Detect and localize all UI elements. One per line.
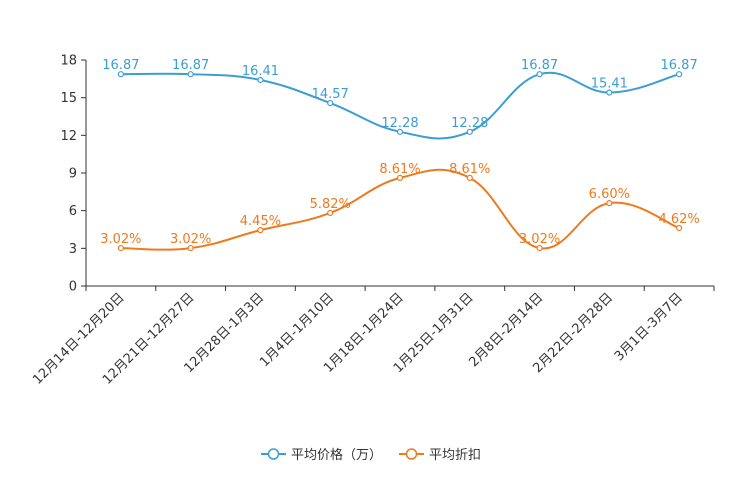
data-label: 16.87 [102, 58, 139, 73]
data-label: 12.28 [451, 116, 488, 131]
data-point[interactable] [466, 174, 473, 181]
data-label: 12.28 [381, 116, 418, 131]
data-label: 6.60% [589, 187, 630, 202]
x-tick-label: 1月4日-1月10日 [257, 290, 337, 370]
data-label: 3.02% [100, 232, 141, 247]
data-label: 8.61% [379, 162, 420, 177]
data-point[interactable] [117, 71, 124, 78]
y-tick-label: 15 [60, 91, 77, 106]
data-point[interactable] [396, 174, 404, 181]
data-label: 5.82% [310, 197, 351, 212]
data-point[interactable] [187, 71, 194, 78]
data-label: 3.02% [170, 232, 211, 247]
data-label: 16.41 [242, 64, 279, 79]
y-tick-label: 12 [60, 129, 77, 144]
data-point[interactable] [536, 244, 543, 252]
y-tick-label: 6 [69, 204, 77, 219]
data-point[interactable] [327, 99, 334, 107]
series-line-2 [120, 168, 680, 251]
data-point[interactable] [606, 200, 613, 207]
data-label: 16.87 [661, 58, 698, 73]
legend-label: 平均价格（万） [291, 447, 382, 463]
legend-marker [405, 448, 418, 460]
data-point[interactable] [117, 244, 124, 252]
data-point[interactable] [187, 244, 194, 252]
data-label: 4.62% [658, 212, 699, 227]
legend-label: 平均折扣 [429, 448, 481, 463]
data-point[interactable] [676, 224, 683, 232]
legend[interactable]: 平均价格（万） 平均折扣 [261, 447, 481, 463]
y-tick-label: 9 [69, 167, 77, 182]
y-tick-label: 3 [69, 242, 77, 257]
data-labels: 16.87 16.87 16.41 14.57 12.28 12.28 16.87 15.41… [100, 58, 700, 247]
data-label: 8.61% [449, 162, 490, 177]
data-label: 14.57 [312, 87, 349, 102]
data-point[interactable] [396, 128, 404, 135]
axes: 036912151812月14日-12月20日12月21日-12月27日12月2… [30, 54, 715, 388]
data-point[interactable] [257, 227, 264, 234]
data-label: 16.87 [521, 58, 558, 73]
data-point[interactable] [257, 76, 264, 84]
legend-marker [267, 448, 280, 460]
x-tick-label: 3月1日-3月7日 [612, 290, 686, 364]
data-point[interactable] [466, 128, 473, 135]
legend-item-2[interactable]: 平均折扣 [399, 448, 481, 463]
y-tick-label: 0 [69, 280, 77, 295]
series-layer [117, 71, 683, 252]
data-point[interactable] [327, 209, 334, 217]
data-point[interactable] [676, 71, 683, 78]
legend-item-1[interactable]: 平均价格（万） [261, 447, 382, 463]
data-point[interactable] [606, 89, 613, 96]
data-label: 3.02% [519, 232, 560, 247]
data-label: 16.87 [172, 58, 209, 73]
data-label: 15.41 [591, 77, 628, 92]
data-label: 4.45% [240, 214, 281, 229]
y-tick-label: 18 [60, 54, 77, 69]
x-tick-label: 2月8日-2月14日 [466, 290, 546, 370]
data-point[interactable] [536, 71, 543, 78]
